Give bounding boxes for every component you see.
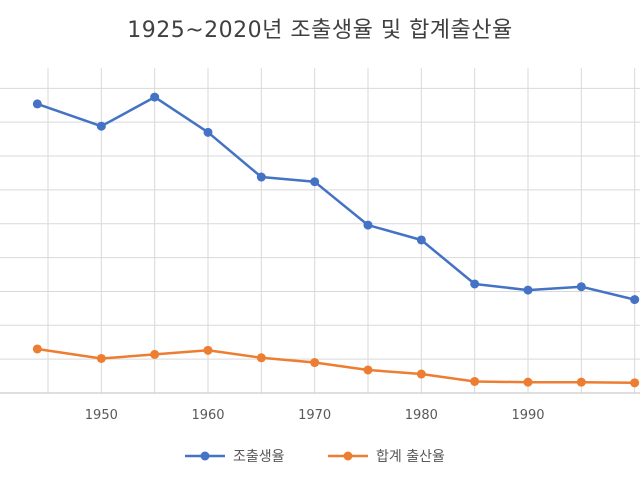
data-point bbox=[256, 172, 266, 182]
x-tick-label: 1980 bbox=[405, 408, 438, 423]
data-point bbox=[203, 127, 213, 137]
data-point bbox=[630, 295, 640, 305]
data-point bbox=[150, 92, 160, 102]
data-point bbox=[32, 344, 42, 354]
data-point bbox=[470, 376, 480, 386]
data-point bbox=[416, 235, 426, 245]
data-point bbox=[203, 345, 213, 355]
legend-label: 합계 출산율 bbox=[376, 449, 445, 465]
data-point bbox=[523, 377, 533, 387]
chart-title: 1925~2020년 조출생율 및 합계출산율 bbox=[127, 18, 513, 43]
data-point bbox=[523, 285, 533, 295]
x-tick-label: 1950 bbox=[85, 408, 118, 423]
legend-label: 조출생율 bbox=[233, 449, 285, 465]
series-2 bbox=[32, 344, 640, 388]
legend: 조출생율 합계 출산율 bbox=[185, 449, 445, 465]
x-tick-label: 1960 bbox=[191, 408, 224, 423]
data-point bbox=[256, 353, 266, 363]
data-point bbox=[576, 282, 586, 292]
legend-marker bbox=[343, 451, 353, 461]
gridlines bbox=[0, 68, 640, 393]
data-point bbox=[470, 279, 480, 289]
series-line bbox=[36, 95, 635, 301]
data-point bbox=[32, 99, 42, 109]
x-axis: 1950 1960 1970 1980 1990 bbox=[0, 392, 640, 423]
data-point bbox=[150, 349, 160, 359]
series bbox=[32, 92, 640, 388]
x-tick-label: 1970 bbox=[298, 408, 331, 423]
data-point bbox=[310, 358, 320, 368]
legend-marker bbox=[200, 451, 210, 461]
series-1 bbox=[32, 92, 640, 305]
series-line bbox=[37, 347, 635, 385]
data-point bbox=[310, 177, 320, 187]
data-point bbox=[576, 377, 586, 387]
data-point bbox=[363, 220, 373, 230]
data-point bbox=[96, 121, 106, 131]
data-point bbox=[96, 353, 106, 363]
x-tick-label: 1990 bbox=[511, 408, 544, 423]
data-point bbox=[630, 378, 640, 388]
data-point bbox=[363, 365, 373, 375]
data-point bbox=[416, 369, 426, 379]
